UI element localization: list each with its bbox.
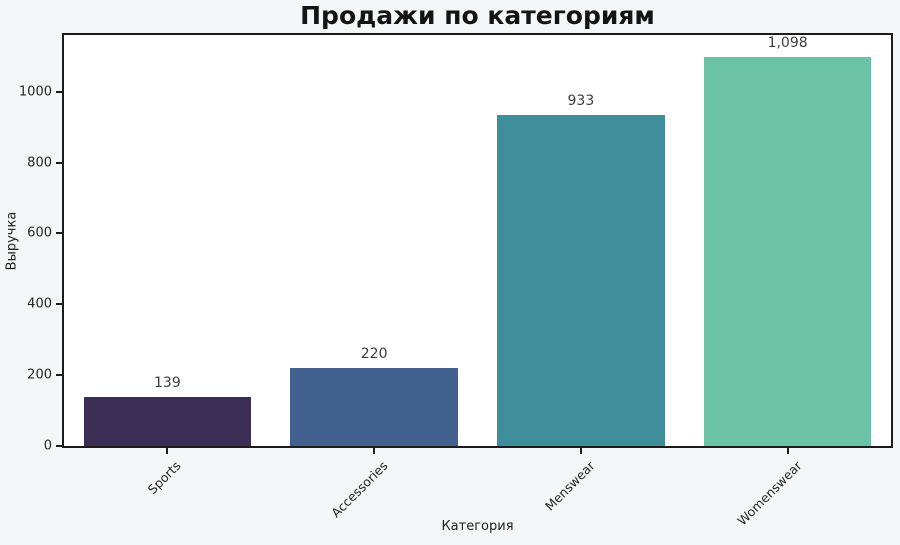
y-tick-label: 1000 (18, 84, 52, 100)
y-axis-tick-mark (56, 303, 62, 306)
y-axis-tick-mark (56, 374, 62, 377)
y-tick-label: 0 (43, 438, 52, 454)
y-axis-tick-mark (56, 232, 62, 235)
bar-accessories (290, 368, 458, 446)
x-tick-label-menswear: Menswear (541, 458, 598, 514)
bar-value-label-menswear: 933 (567, 93, 595, 110)
y-axis-label: Выручка (4, 211, 20, 271)
x-axis-label: Категория (441, 519, 514, 534)
bar-menswear (497, 115, 665, 446)
bar-womenswear (703, 56, 872, 446)
chart-title: Продажи по категориям (300, 1, 655, 30)
x-tick-label-womenswear: Womenswear (734, 458, 805, 529)
plot-area: 139 220 933 1,098 (62, 33, 893, 448)
y-axis-tick-mark (56, 90, 62, 93)
bar-value-label-accessories: 220 (360, 346, 388, 363)
y-tick-label: 200 (27, 367, 52, 383)
y-axis-tick-mark (56, 445, 62, 447)
bar-value-label-womenswear: 1,098 (767, 34, 808, 51)
bar-sports (83, 396, 252, 446)
bar-value-label-sports: 139 (154, 374, 181, 391)
y-axis-tick-mark (56, 161, 62, 164)
x-axis-tick-mark (373, 448, 376, 454)
x-tick-label-sports: Sports (145, 458, 184, 497)
x-axis-tick-mark (166, 448, 169, 454)
y-tick-label: 600 (27, 225, 52, 241)
x-tick-label-accessories: Accessories (328, 458, 391, 521)
y-tick-label: 800 (27, 155, 52, 171)
y-tick-label: 400 (27, 296, 52, 312)
x-axis-tick-mark (579, 448, 582, 454)
x-axis-tick-mark (786, 448, 789, 454)
